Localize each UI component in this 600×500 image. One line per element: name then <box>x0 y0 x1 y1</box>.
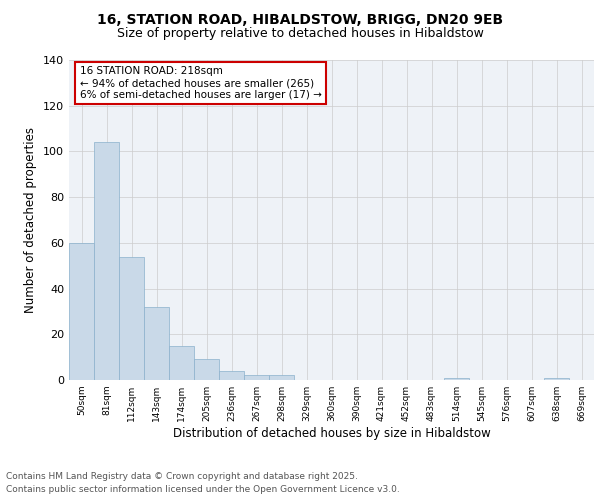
Text: Size of property relative to detached houses in Hibaldstow: Size of property relative to detached ho… <box>116 28 484 40</box>
Bar <box>119 256 144 380</box>
Bar <box>544 378 569 380</box>
Bar <box>194 360 219 380</box>
Bar <box>144 307 169 380</box>
Bar <box>69 243 94 380</box>
Text: Contains public sector information licensed under the Open Government Licence v3: Contains public sector information licen… <box>6 485 400 494</box>
Bar <box>269 376 294 380</box>
Y-axis label: Number of detached properties: Number of detached properties <box>25 127 37 313</box>
Bar <box>169 346 194 380</box>
Text: 16 STATION ROAD: 218sqm
← 94% of detached houses are smaller (265)
6% of semi-de: 16 STATION ROAD: 218sqm ← 94% of detache… <box>79 66 322 100</box>
Text: Contains HM Land Registry data © Crown copyright and database right 2025.: Contains HM Land Registry data © Crown c… <box>6 472 358 481</box>
X-axis label: Distribution of detached houses by size in Hibaldstow: Distribution of detached houses by size … <box>173 427 490 440</box>
Text: 16, STATION ROAD, HIBALDSTOW, BRIGG, DN20 9EB: 16, STATION ROAD, HIBALDSTOW, BRIGG, DN2… <box>97 12 503 26</box>
Bar <box>219 371 244 380</box>
Bar <box>444 378 469 380</box>
Bar <box>94 142 119 380</box>
Bar <box>244 376 269 380</box>
